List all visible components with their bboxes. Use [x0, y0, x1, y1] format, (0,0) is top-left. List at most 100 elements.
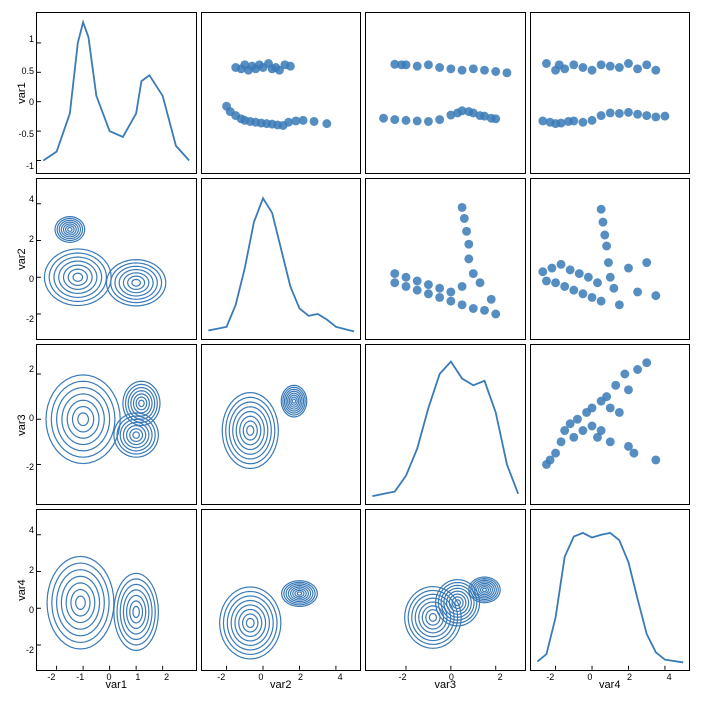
contour-level: [133, 431, 139, 437]
scatter-point: [491, 67, 500, 76]
scatter-point: [480, 306, 489, 315]
contour-level: [76, 596, 86, 609]
scatter-point: [633, 110, 642, 119]
scatter-point: [587, 66, 596, 75]
scatter-point: [556, 260, 565, 269]
scatter-point: [480, 66, 489, 75]
corner: [10, 673, 34, 697]
contour-level: [57, 387, 110, 450]
scatter-point: [565, 265, 574, 274]
scatter-point: [624, 59, 633, 68]
contour-level: [286, 391, 302, 411]
ytick: 0: [29, 413, 34, 423]
kde-line: [43, 22, 189, 160]
scatter-point: [578, 289, 587, 298]
contour-level: [136, 397, 147, 410]
scatter-point: [596, 60, 605, 69]
contour-level: [66, 226, 74, 233]
scatter-point: [309, 117, 318, 126]
scatter-point: [569, 285, 578, 294]
contour-level: [62, 393, 104, 444]
scatter-point: [642, 111, 651, 120]
panel-var1-var3: [365, 12, 526, 174]
scatter-point: [587, 116, 596, 125]
contour-level: [412, 595, 454, 641]
scatter-point: [413, 116, 422, 125]
ytick: 0.5: [21, 66, 34, 76]
scatter-point: [458, 300, 467, 309]
scatter-point: [660, 112, 669, 121]
contour-level: [123, 422, 148, 447]
xtick: 2: [298, 672, 303, 682]
scatter-point: [446, 296, 455, 305]
contour-level: [483, 589, 487, 592]
panel-var4-var3: -202: [365, 509, 526, 671]
ytick: 1: [29, 34, 34, 44]
contour-level: [246, 619, 254, 628]
scatter-point: [285, 62, 294, 71]
scatter-point: [460, 214, 469, 223]
xtick: -2: [47, 672, 55, 682]
scatter-point: [298, 116, 307, 125]
contour-level: [130, 428, 143, 441]
contour-level: [68, 269, 87, 285]
scatter-point: [642, 358, 651, 367]
scatter-point: [624, 263, 633, 272]
xtick: 4: [667, 672, 672, 682]
scatter-point: [602, 392, 611, 401]
scatter-point: [390, 278, 399, 287]
contour-level: [73, 406, 94, 431]
contour-level: [119, 269, 153, 295]
scatter-point: [573, 414, 582, 423]
scatter-point: [651, 112, 660, 121]
ytick: 4: [29, 194, 34, 204]
scatter-point: [435, 293, 444, 302]
xtick: 1: [135, 672, 140, 682]
contour-level: [288, 586, 310, 602]
scatter-point: [458, 66, 467, 75]
xtick: 0: [449, 672, 454, 682]
contour-level: [219, 587, 280, 659]
scatter-point: [464, 239, 473, 248]
scatter-point: [476, 278, 485, 287]
scatter-point: [469, 304, 478, 313]
panel-var2-var2: [201, 178, 362, 340]
scatter-point: [624, 108, 633, 117]
contour-level: [52, 563, 109, 642]
contour-level: [481, 587, 489, 593]
ytick: -1: [26, 161, 34, 171]
scatter-point: [614, 109, 623, 118]
scatter-point: [587, 293, 596, 302]
contour-level: [133, 607, 139, 618]
ytick: 4: [29, 525, 34, 535]
panel-var3-var4: [530, 344, 691, 506]
scatter-point: [469, 64, 478, 73]
scatter-point: [583, 273, 592, 282]
contour-level: [73, 273, 83, 281]
scatter-point: [547, 263, 556, 272]
contour-level: [222, 392, 278, 468]
contour-level: [71, 590, 90, 616]
scatter-point: [402, 273, 411, 282]
scatter-point: [424, 289, 433, 298]
scatter-point: [651, 66, 660, 75]
scatter-point: [402, 116, 411, 125]
ytick: -0.5: [18, 129, 34, 139]
scatter-point: [390, 115, 399, 124]
scatter-point: [446, 287, 455, 296]
scatter-point: [424, 280, 433, 289]
contour-level: [295, 591, 304, 597]
scatter-point: [633, 365, 642, 374]
scatter-point: [379, 114, 388, 123]
panel-var2-var3: [365, 178, 526, 340]
scatter-point: [435, 63, 444, 72]
scatter-point: [602, 241, 611, 250]
panel-var4-var1: -2024-2-1012: [36, 509, 197, 671]
scatter-point: [578, 426, 587, 435]
scatter-point: [491, 309, 500, 318]
scatter-point: [424, 60, 433, 69]
scatter-point: [491, 114, 500, 123]
xtick: 0: [587, 672, 592, 682]
scatter-point: [551, 448, 560, 457]
contour-level: [128, 387, 155, 419]
